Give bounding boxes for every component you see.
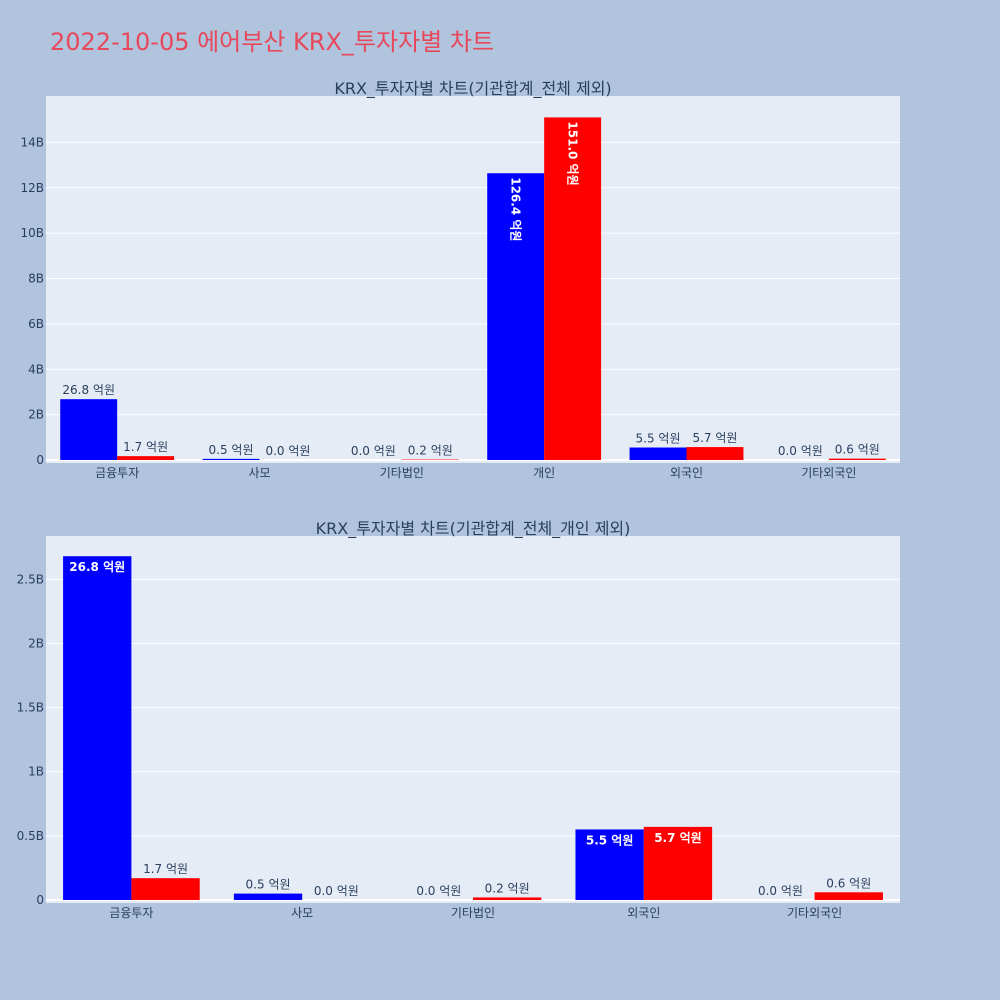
data-label: 126.4 억원 bbox=[509, 177, 523, 241]
bar bbox=[544, 117, 602, 460]
bar bbox=[233, 893, 303, 900]
plot-area bbox=[46, 96, 900, 463]
chart-2: 0 0.5B 1B 1.5B 2B 2.5B KRX_투자자별 차트(기관합계_전체_개인 … bbox=[17, 519, 900, 920]
bar bbox=[629, 447, 687, 460]
x-tick-label: 외국인 bbox=[670, 466, 703, 480]
data-label: 1.7 억원 bbox=[143, 862, 188, 876]
y-tick-label: 12B bbox=[20, 181, 44, 195]
y-tick-label: 14B bbox=[20, 135, 44, 149]
data-label: 5.7 억원 bbox=[692, 431, 737, 445]
bar bbox=[575, 829, 644, 900]
x-tick-label: 사모 bbox=[248, 466, 270, 480]
y-tick-label: 8B bbox=[28, 272, 44, 286]
data-label: 1.7 억원 bbox=[123, 440, 168, 454]
data-label: 26.8 억원 bbox=[62, 383, 115, 397]
data-label: 0.0 억원 bbox=[758, 884, 803, 898]
x-tick-label: 사모 bbox=[291, 906, 313, 920]
data-label: 0.0 억원 bbox=[416, 884, 461, 898]
data-label: 0.6 억원 bbox=[826, 876, 871, 890]
bar bbox=[643, 826, 713, 900]
y-tick-label: 0.5B bbox=[17, 829, 44, 843]
y-tick-label: 2B bbox=[28, 636, 44, 650]
bar bbox=[473, 897, 542, 900]
bar bbox=[131, 878, 200, 900]
y-tick-label: 0 bbox=[36, 893, 44, 907]
bar bbox=[487, 173, 545, 461]
bar bbox=[202, 458, 260, 460]
data-label: 151.0 억원 bbox=[566, 121, 580, 185]
chart-1: 0 2B 4B 6B 8B 10B 12B 14B KRX_투자자별 차트(기관합계_전체 제외… bbox=[20, 79, 900, 480]
x-tick-label: 기타법인 bbox=[380, 466, 424, 480]
x-tick-label: 개인 bbox=[533, 466, 555, 480]
data-label: 5.5 억원 bbox=[636, 432, 681, 446]
data-label: 0.6 억원 bbox=[835, 443, 880, 457]
x-tick-label: 기타법인 bbox=[451, 906, 495, 920]
y-tick-label: 2B bbox=[28, 408, 44, 422]
y-tick-label: 2.5B bbox=[17, 572, 44, 586]
data-label: 26.8 억원 bbox=[69, 560, 125, 574]
y-tick-label: 0 bbox=[36, 453, 44, 467]
y-tick-label: 4B bbox=[28, 362, 44, 376]
page-title: 2022-10-05 에어부산 KRX_투자자별 차트 bbox=[50, 28, 495, 56]
data-label: 5.7 억원 bbox=[654, 831, 702, 845]
x-tick-label: 기타외국인 bbox=[787, 906, 842, 920]
y-tick-label: 1.5B bbox=[17, 701, 44, 715]
data-label: 0.0 억원 bbox=[314, 884, 359, 898]
data-label: 5.5 억원 bbox=[586, 833, 634, 847]
data-label: 0.0 억원 bbox=[351, 444, 396, 458]
chart-title: KRX_투자자별 차트(기관합계_전체_개인 제외) bbox=[316, 519, 631, 539]
x-tick-label: 금융투자 bbox=[109, 906, 153, 920]
y-tick-label: 10B bbox=[20, 226, 44, 240]
y-tick-label: 6B bbox=[28, 317, 44, 331]
y-tick-label: 1B bbox=[28, 765, 44, 779]
bar bbox=[117, 456, 175, 460]
data-label: 0.0 억원 bbox=[778, 444, 823, 458]
data-label: 0.5 억원 bbox=[246, 878, 291, 892]
bar bbox=[814, 892, 883, 900]
data-label: 0.2 억원 bbox=[485, 881, 530, 895]
bar bbox=[63, 556, 132, 900]
data-label: 0.0 억원 bbox=[265, 444, 310, 458]
chart-title: KRX_투자자별 차트(기관합계_전체 제외) bbox=[334, 79, 611, 99]
plot-area bbox=[46, 536, 900, 903]
x-tick-label: 기타외국인 bbox=[801, 466, 856, 480]
bar bbox=[828, 458, 886, 460]
bar bbox=[60, 399, 118, 460]
bar bbox=[686, 447, 744, 460]
data-label: 0.2 억원 bbox=[408, 444, 453, 458]
x-tick-label: 외국인 bbox=[627, 906, 660, 920]
x-tick-label: 금융투자 bbox=[95, 466, 139, 480]
data-label: 0.5 억원 bbox=[209, 443, 254, 457]
